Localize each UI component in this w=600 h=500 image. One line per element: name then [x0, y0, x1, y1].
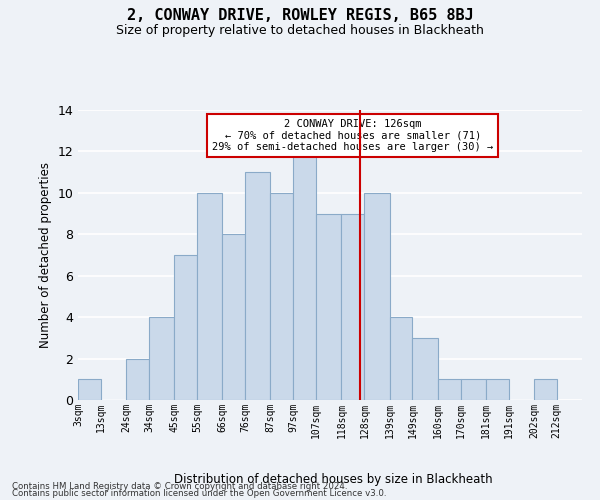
Bar [126, 358, 149, 400]
Text: 2 CONWAY DRIVE: 126sqm
← 70% of detached houses are smaller (71)
29% of semi-det: 2 CONWAY DRIVE: 126sqm ← 70% of detached… [212, 118, 493, 152]
Text: Size of property relative to detached houses in Blackheath: Size of property relative to detached ho… [116, 24, 484, 37]
Bar [437, 380, 461, 400]
Bar [316, 214, 341, 400]
Bar [364, 193, 389, 400]
Bar [78, 380, 101, 400]
Bar [174, 255, 197, 400]
Bar [223, 234, 245, 400]
Bar [271, 193, 293, 400]
Bar [341, 214, 364, 400]
Bar [293, 152, 316, 400]
Bar [149, 317, 174, 400]
Y-axis label: Number of detached properties: Number of detached properties [39, 162, 52, 348]
Bar [389, 317, 412, 400]
Text: 2, CONWAY DRIVE, ROWLEY REGIS, B65 8BJ: 2, CONWAY DRIVE, ROWLEY REGIS, B65 8BJ [127, 8, 473, 22]
Bar [534, 380, 557, 400]
Bar [245, 172, 271, 400]
Bar [461, 380, 486, 400]
Text: Contains public sector information licensed under the Open Government Licence v3: Contains public sector information licen… [12, 490, 386, 498]
Bar [412, 338, 437, 400]
Bar [486, 380, 509, 400]
Bar [197, 193, 223, 400]
Text: Distribution of detached houses by size in Blackheath: Distribution of detached houses by size … [173, 473, 493, 486]
Text: Contains HM Land Registry data © Crown copyright and database right 2024.: Contains HM Land Registry data © Crown c… [12, 482, 347, 491]
